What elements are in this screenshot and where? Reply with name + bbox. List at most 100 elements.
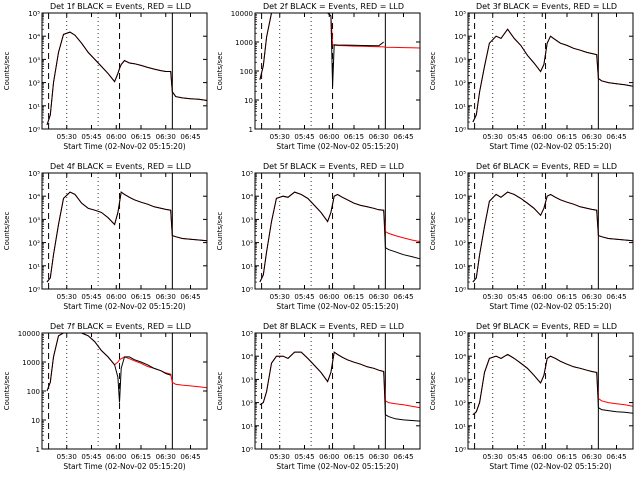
x-tick-label: 06:00 xyxy=(532,453,552,461)
x-tick-label: 05:30 xyxy=(270,453,290,461)
series-line-lld xyxy=(259,12,421,80)
y-tick-label: 10³ xyxy=(241,216,253,224)
y-axis-label: Counts/sec xyxy=(216,372,224,411)
x-tick-label: 05:30 xyxy=(483,133,503,141)
x-tick-label: 05:45 xyxy=(81,293,101,301)
x-tick-label: 06:00 xyxy=(532,133,552,141)
y-tick-label: 10¹ xyxy=(454,103,466,111)
series-line-lld xyxy=(472,191,634,283)
panel-title: Det 4f BLACK = Events, RED = LLD xyxy=(50,162,191,171)
detector-panel-7: Det 7f BLACK = Events, RED = LLD 1 10 100 10… xyxy=(3,322,208,471)
x-tick-label: 05:30 xyxy=(57,453,77,461)
y-tick-label: 10⁴ xyxy=(241,193,253,201)
plot-frame xyxy=(254,332,421,450)
y-tick-label: 10² xyxy=(454,400,466,408)
x-tick-label: 06:45 xyxy=(606,133,626,141)
y-tick-label: 10⁰ xyxy=(454,446,466,454)
x-tick-label: 05:30 xyxy=(483,293,503,301)
y-tick-label: 10¹ xyxy=(241,263,253,271)
series-line-lld xyxy=(46,191,208,283)
y-tick-label: 10⁵ xyxy=(28,170,40,178)
x-tick-label: 05:45 xyxy=(507,453,527,461)
panel-title: Det 1f BLACK = Events, RED = LLD xyxy=(50,2,191,11)
series-line-events xyxy=(259,351,421,422)
x-tick-label: 06:30 xyxy=(156,453,176,461)
panel-title: Det 8f BLACK = Events, RED = LLD xyxy=(263,322,404,331)
y-tick-label: 10⁴ xyxy=(454,33,466,41)
y-tick-label: 10² xyxy=(28,240,40,248)
y-tick-label: 10³ xyxy=(454,216,466,224)
y-tick-label: 10³ xyxy=(454,376,466,384)
series-line-lld xyxy=(259,351,421,409)
y-tick-label: 10⁰ xyxy=(454,126,466,134)
x-tick-label: 05:45 xyxy=(294,133,314,141)
y-tick-label: 10¹ xyxy=(454,423,466,431)
x-tick-label: 06:00 xyxy=(319,453,339,461)
x-tick-label: 06:30 xyxy=(582,453,602,461)
x-tick-label: 06:15 xyxy=(131,293,151,301)
y-tick-label: 10⁴ xyxy=(241,353,253,361)
x-tick-label: 05:45 xyxy=(81,133,101,141)
y-tick-label: 10³ xyxy=(241,376,253,384)
x-tick-label: 05:30 xyxy=(270,293,290,301)
panel-title: Det 6f BLACK = Events, RED = LLD xyxy=(476,162,617,171)
y-tick-label: 10⁰ xyxy=(241,286,253,294)
detector-panel-4: Det 4f BLACK = Events, RED = LLD 10⁰ 10¹ 10… xyxy=(3,162,208,311)
x-tick-label: 06:00 xyxy=(319,133,339,141)
y-tick-label: 10³ xyxy=(454,56,466,64)
x-tick-label: 05:45 xyxy=(81,453,101,461)
x-tick-label: 06:15 xyxy=(344,133,364,141)
panel-title: Det 9f BLACK = Events, RED = LLD xyxy=(476,322,617,331)
x-axis-label: Start Time (02-Nov-02 05:15:20) xyxy=(63,462,185,471)
y-tick-label: 10⁰ xyxy=(454,286,466,294)
x-tick-label: 06:15 xyxy=(557,293,577,301)
y-tick-label: 1 xyxy=(36,446,40,454)
series-line-events xyxy=(259,191,421,283)
y-tick-label: 10⁴ xyxy=(454,353,466,361)
x-tick-label: 06:30 xyxy=(156,133,176,141)
x-tick-label: 06:45 xyxy=(180,293,200,301)
series-line-events xyxy=(472,28,634,123)
y-axis-label: Counts/sec xyxy=(3,372,11,411)
x-tick-label: 06:00 xyxy=(106,453,126,461)
x-tick-label: 06:45 xyxy=(606,293,626,301)
y-tick-label: 10⁵ xyxy=(241,330,253,338)
x-tick-label: 05:45 xyxy=(294,453,314,461)
x-tick-label: 06:00 xyxy=(106,293,126,301)
y-tick-label: 10¹ xyxy=(28,263,40,271)
y-tick-label: 10¹ xyxy=(454,263,466,271)
x-tick-label: 06:45 xyxy=(393,293,413,301)
y-tick-label: 10 xyxy=(31,417,40,425)
x-tick-label: 06:30 xyxy=(369,133,389,141)
y-tick-label: 10³ xyxy=(28,56,40,64)
y-tick-label: 10² xyxy=(28,80,40,88)
series-line-events xyxy=(472,353,634,416)
y-tick-label: 10² xyxy=(454,240,466,248)
panel-title: Det 3f BLACK = Events, RED = LLD xyxy=(476,2,617,11)
x-tick-label: 06:30 xyxy=(582,293,602,301)
y-tick-label: 10² xyxy=(241,240,253,248)
detector-panel-3: Det 3f BLACK = Events, RED = LLD 10⁰ 10¹ 10… xyxy=(429,2,634,151)
y-tick-label: 10000 xyxy=(231,10,253,18)
y-tick-label: 10⁵ xyxy=(28,10,40,18)
x-tick-label: 06:30 xyxy=(582,133,602,141)
x-tick-label: 06:15 xyxy=(131,133,151,141)
y-tick-label: 10⁴ xyxy=(454,193,466,201)
series-line-lld xyxy=(46,31,208,126)
series-line-events xyxy=(46,31,208,126)
detector-panel-1: Det 1f BLACK = Events, RED = LLD 10⁰ 10¹ 10… xyxy=(3,2,208,151)
x-tick-label: 06:45 xyxy=(606,453,626,461)
y-tick-label: 10⁵ xyxy=(454,170,466,178)
y-axis-label: Counts/sec xyxy=(216,212,224,251)
x-tick-label: 05:45 xyxy=(507,293,527,301)
x-tick-label: 05:30 xyxy=(57,133,77,141)
x-tick-label: 06:15 xyxy=(344,453,364,461)
y-tick-label: 10² xyxy=(241,400,253,408)
x-tick-label: 06:15 xyxy=(344,293,364,301)
x-tick-label: 06:45 xyxy=(180,133,200,141)
detector-panel-9: Det 9f BLACK = Events, RED = LLD 10⁰ 10¹ 10… xyxy=(429,322,634,471)
x-axis-label: Start Time (02-Nov-02 05:15:20) xyxy=(276,142,398,151)
x-tick-label: 06:15 xyxy=(131,453,151,461)
